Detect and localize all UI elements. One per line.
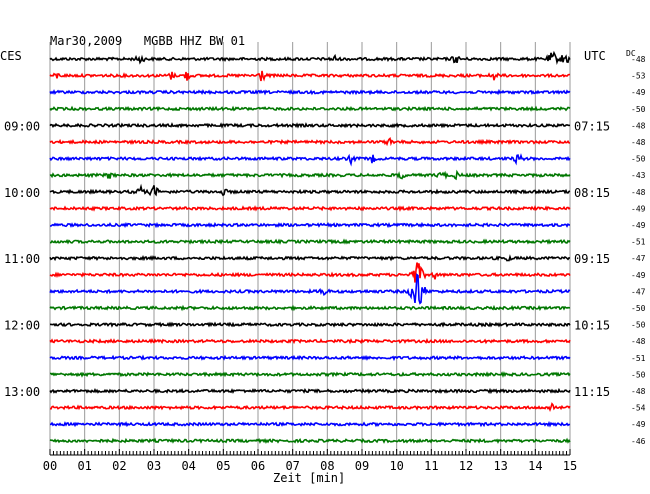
dc-value: -49	[631, 271, 646, 280]
trace-line	[49, 136, 571, 147]
dc-value: -53	[631, 72, 646, 81]
trace-line	[49, 88, 571, 96]
x-tick-label: 06	[251, 459, 265, 473]
dc-value: -47	[631, 254, 646, 263]
trace-line	[49, 321, 571, 328]
left-zone-label: CES	[0, 49, 22, 63]
dc-value: -48	[631, 337, 646, 346]
x-tick-label: 13	[493, 459, 507, 473]
x-tick-label: 09	[355, 459, 369, 473]
dc-value: -49	[631, 88, 646, 97]
dc-value: -46	[631, 437, 646, 446]
x-tick-label: 14	[528, 459, 542, 473]
grid	[49, 42, 571, 456]
chart-title: Mar30,2009 MGBB HHZ BW 01	[50, 34, 245, 48]
trace-line	[49, 169, 571, 181]
trace-line	[49, 50, 571, 65]
trace-line	[49, 70, 571, 82]
trace-line	[49, 254, 571, 262]
trace-line	[49, 387, 571, 395]
dc-value: -47	[631, 287, 646, 296]
trace-line	[49, 105, 571, 112]
dc-value: -49	[631, 221, 646, 230]
trace-line	[49, 304, 571, 312]
right-time-label: 08:15	[574, 186, 610, 200]
dc-value: -51	[631, 238, 646, 247]
right-time-label: 10:15	[574, 319, 610, 333]
dc-value: -50	[631, 105, 646, 114]
dc-value: -54	[631, 404, 646, 413]
dc-value: -50	[631, 304, 646, 313]
x-tick-label: 04	[181, 459, 195, 473]
dc-value: -50	[631, 370, 646, 379]
dc-value: -48	[631, 188, 646, 197]
traces	[49, 50, 571, 444]
trace-line	[49, 371, 571, 378]
right-time-label: 07:15	[574, 119, 610, 133]
left-time-label: 10:00	[4, 186, 40, 200]
x-axis-label: Zeit [min]	[273, 471, 345, 485]
dc-value: -48	[631, 387, 646, 396]
trace-line	[49, 238, 571, 245]
trace-line	[50, 221, 570, 229]
labels: 00 01 02 03 04 05 06 07 08 09 10 11 12 13 14 15 -48 -53 -4…	[4, 55, 646, 473]
x-tick-label: 05	[216, 459, 230, 473]
trace-line	[49, 262, 571, 283]
trace-line	[49, 205, 571, 212]
x-tick-label: 15	[563, 459, 577, 473]
x-tick-label: 11	[424, 459, 438, 473]
x-tick-label: 02	[112, 459, 126, 473]
dc-value: -48	[631, 138, 646, 147]
x-tick-label: 07	[285, 459, 299, 473]
dc-value: -51	[631, 354, 646, 363]
left-time-label: 13:00	[4, 385, 40, 399]
x-tick-label: 00	[43, 459, 57, 473]
trace-line	[49, 122, 571, 129]
x-tick-label: 01	[77, 459, 91, 473]
dc-header: DC	[626, 49, 636, 58]
x-tick-label: 03	[147, 459, 161, 473]
dc-value: -48	[631, 121, 646, 130]
x-tick-label: 12	[459, 459, 473, 473]
trace-line	[49, 437, 571, 444]
dc-value: -49	[631, 204, 646, 213]
x-tick-label: 08	[320, 459, 334, 473]
right-time-label: 09:15	[574, 252, 610, 266]
left-time-label: 09:00	[4, 119, 40, 133]
left-time-label: 11:00	[4, 252, 40, 266]
dc-value: -43	[631, 171, 646, 180]
trace-line	[49, 420, 571, 428]
left-time-label: 12:00	[4, 319, 40, 333]
trace-line	[49, 153, 571, 167]
trace-line	[49, 354, 571, 362]
trace-line	[49, 402, 571, 413]
right-zone-label: UTC	[584, 49, 606, 63]
trace-line	[49, 273, 571, 305]
dc-value: -49	[631, 420, 646, 429]
dc-value: -50	[631, 321, 646, 330]
dc-value: -50	[631, 155, 646, 164]
dc-value: -48	[631, 55, 646, 64]
trace-line	[49, 337, 571, 345]
right-time-label: 11:15	[574, 385, 610, 399]
x-tick-label: 10	[389, 459, 403, 473]
trace-line	[49, 183, 571, 197]
